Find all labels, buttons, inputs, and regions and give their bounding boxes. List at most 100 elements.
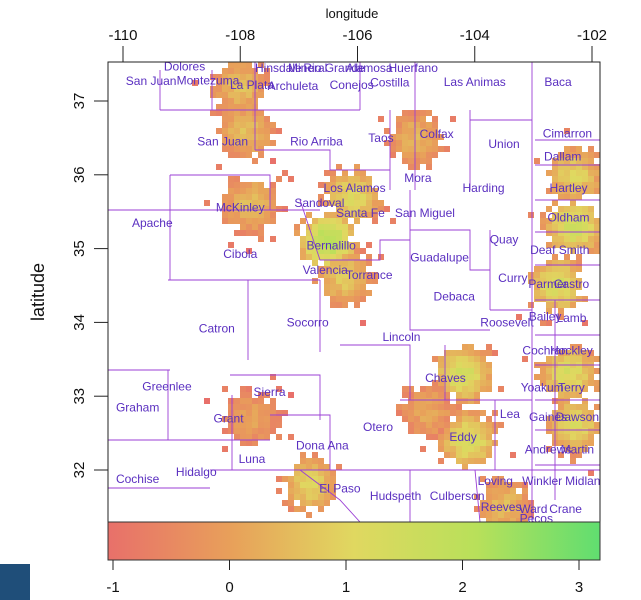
heat-cell xyxy=(282,170,288,176)
heat-cell xyxy=(420,140,426,146)
heat-cell xyxy=(240,200,246,206)
heat-cell xyxy=(576,428,582,434)
heat-cell xyxy=(222,446,228,452)
heat-cell xyxy=(432,434,438,440)
county-label: Otero xyxy=(363,420,393,434)
heat-cell xyxy=(282,410,288,416)
heat-cell xyxy=(234,74,240,80)
heat-cell xyxy=(468,362,474,368)
heat-cell xyxy=(222,428,228,434)
heat-cell xyxy=(366,206,372,212)
heat-cell xyxy=(234,68,240,74)
county-label: Sierra xyxy=(254,385,286,399)
heat-cell xyxy=(354,254,360,260)
heat-cell xyxy=(444,146,450,152)
heat-cell xyxy=(258,218,264,224)
heat-cell xyxy=(456,422,462,428)
heat-cell xyxy=(228,200,234,206)
heat-cell xyxy=(540,224,546,230)
heat-cell xyxy=(246,248,252,254)
heat-cell xyxy=(312,500,318,506)
heat-cell xyxy=(318,218,324,224)
heat-cell xyxy=(420,416,426,422)
heat-cell xyxy=(570,176,576,182)
heat-cell xyxy=(582,230,588,236)
heat-cell xyxy=(330,176,336,182)
heat-cell xyxy=(570,284,576,290)
heat-cell xyxy=(222,98,228,104)
heat-cell xyxy=(330,248,336,254)
heat-cell xyxy=(570,404,576,410)
heat-cell xyxy=(546,374,552,380)
heat-cell xyxy=(246,86,252,92)
heat-cell xyxy=(258,398,264,404)
heat-cell xyxy=(222,386,228,392)
heat-cell xyxy=(246,200,252,206)
heat-cell xyxy=(240,182,246,188)
heat-cell xyxy=(234,404,240,410)
heat-cell xyxy=(252,398,258,404)
heat-cell xyxy=(546,416,552,422)
county-label: Deaf Smith xyxy=(530,243,589,257)
heat-cell xyxy=(582,368,588,374)
heat-cell xyxy=(528,272,534,278)
heat-cell xyxy=(408,110,414,116)
heat-cell xyxy=(210,74,216,80)
heat-cell xyxy=(258,434,264,440)
heat-cell xyxy=(564,284,570,290)
heat-cell xyxy=(390,146,396,152)
heat-cell xyxy=(582,422,588,428)
heat-cell xyxy=(240,230,246,236)
county-label: Parmer xyxy=(528,277,567,291)
heat-cell xyxy=(486,362,492,368)
heat-cell xyxy=(312,458,318,464)
heat-cell xyxy=(576,410,582,416)
heat-cell xyxy=(444,428,450,434)
heat-cell xyxy=(210,86,216,92)
heat-cell xyxy=(438,446,444,452)
heat-cell xyxy=(222,68,228,74)
heat-cell xyxy=(300,248,306,254)
heat-cell xyxy=(240,416,246,422)
heat-cell xyxy=(294,470,300,476)
heat-cell xyxy=(588,374,594,380)
heat-cell xyxy=(408,386,414,392)
heat-cell xyxy=(318,236,324,242)
county-label: Mora xyxy=(404,171,432,185)
heat-cell xyxy=(426,416,432,422)
heat-cell xyxy=(342,230,348,236)
heat-cell xyxy=(456,440,462,446)
heat-cell xyxy=(336,242,342,248)
heat-cell xyxy=(540,266,546,272)
heat-cell xyxy=(240,206,246,212)
heat-cell xyxy=(576,434,582,440)
heat-cell xyxy=(564,170,570,176)
heat-cell xyxy=(324,494,330,500)
heat-cell xyxy=(204,398,210,404)
heat-cell xyxy=(414,134,420,140)
county-label: Lea xyxy=(500,407,520,421)
heat-cell xyxy=(570,152,576,158)
county-label: Colfax xyxy=(420,127,454,141)
heat-cell xyxy=(276,128,282,134)
heat-cell xyxy=(234,422,240,428)
heat-cell xyxy=(258,422,264,428)
heat-cell xyxy=(552,170,558,176)
heat-cell xyxy=(228,242,234,248)
heat-cell xyxy=(486,452,492,458)
x-tick-label: -102 xyxy=(577,27,607,44)
heat-cell xyxy=(402,404,408,410)
heat-cell xyxy=(426,398,432,404)
heat-cell xyxy=(450,446,456,452)
heat-cell xyxy=(486,440,492,446)
heat-cell xyxy=(492,500,498,506)
heat-cell xyxy=(306,500,312,506)
heat-cell xyxy=(462,362,468,368)
heat-cell xyxy=(522,512,528,518)
x-tick-label: -104 xyxy=(460,27,490,44)
heat-cell xyxy=(354,248,360,254)
heat-cell xyxy=(480,410,486,416)
heat-cell xyxy=(258,416,264,422)
heat-cell xyxy=(348,260,354,266)
heat-cell xyxy=(492,512,498,518)
